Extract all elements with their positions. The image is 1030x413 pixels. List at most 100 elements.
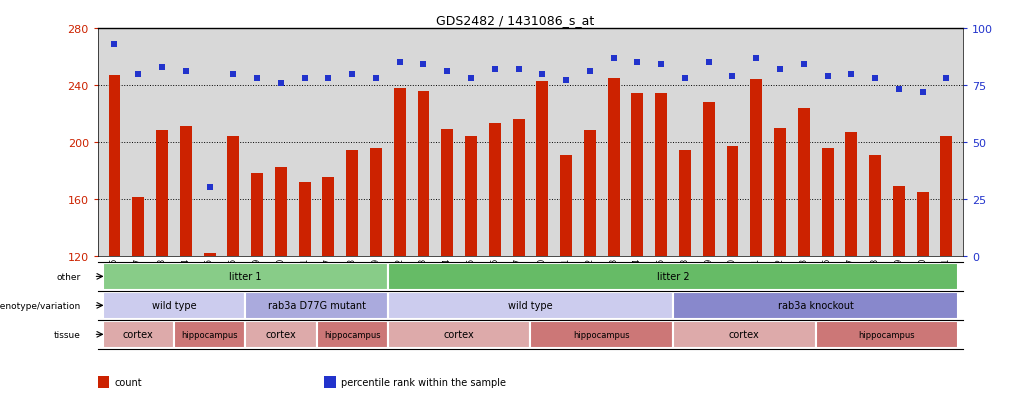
Bar (631, 94, 644, 256)
Point (771, 66, 788, 73)
Bar (513, 120, 524, 256)
Bar (103, 263, 388, 290)
Bar (103, 321, 174, 348)
Point (106, 41, 123, 48)
Point (535, 71, 551, 78)
Bar (560, 155, 572, 256)
Text: hippocampus: hippocampus (323, 330, 380, 339)
Point (891, 87, 907, 93)
Text: cortex: cortex (266, 330, 297, 339)
Text: cortex: cortex (729, 330, 760, 339)
Text: wild type: wild type (508, 301, 553, 311)
Bar (417, 91, 430, 256)
Point (606, 55, 622, 62)
Text: tissue: tissue (54, 330, 80, 339)
Bar (584, 131, 595, 256)
Point (510, 66, 526, 73)
Bar (251, 174, 263, 256)
Bar (108, 76, 121, 256)
Point (153, 64, 170, 71)
Point (177, 69, 194, 75)
Bar (299, 182, 311, 256)
Bar (822, 148, 833, 256)
Bar (869, 155, 881, 256)
Point (201, 185, 217, 191)
Bar (673, 321, 816, 348)
Bar (816, 321, 958, 348)
Text: rab3a knockout: rab3a knockout (778, 301, 854, 311)
Bar (702, 103, 715, 256)
Bar (798, 108, 810, 256)
Point (130, 71, 146, 78)
Bar (750, 80, 762, 256)
Bar (388, 292, 673, 319)
Point (629, 59, 646, 66)
Point (558, 78, 575, 84)
Bar (388, 321, 530, 348)
Text: GDS2482 / 1431086_s_at: GDS2482 / 1431086_s_at (436, 14, 594, 27)
Text: cortex: cortex (444, 330, 475, 339)
Point (320, 76, 337, 82)
Bar (316, 321, 388, 348)
Bar (537, 81, 548, 256)
Point (844, 71, 860, 78)
Bar (204, 253, 215, 256)
Bar (530, 321, 673, 348)
Bar (917, 192, 929, 256)
Text: count: count (114, 377, 142, 387)
Bar (174, 321, 245, 348)
Bar (245, 292, 388, 319)
Point (748, 55, 764, 62)
Point (819, 73, 835, 80)
Point (462, 76, 479, 82)
Bar (157, 131, 168, 256)
Text: cortex: cortex (123, 330, 153, 339)
Point (915, 89, 931, 96)
Point (344, 71, 360, 78)
Bar (322, 178, 335, 256)
Point (677, 76, 693, 82)
Text: wild type: wild type (151, 301, 197, 311)
Point (249, 76, 266, 82)
Bar (466, 137, 477, 256)
Point (391, 59, 408, 66)
Bar (775, 128, 786, 256)
Point (724, 73, 741, 80)
Bar (441, 130, 453, 256)
Point (795, 62, 812, 69)
Bar (393, 88, 406, 256)
Point (867, 76, 884, 82)
Bar (370, 148, 382, 256)
Bar (346, 151, 358, 256)
Text: hippocampus: hippocampus (181, 330, 238, 339)
Bar (388, 263, 958, 290)
Point (938, 76, 955, 82)
Point (582, 69, 598, 75)
Point (273, 80, 289, 87)
Bar (228, 137, 239, 256)
Point (297, 76, 313, 82)
Bar (940, 137, 953, 256)
Text: genotype/variation: genotype/variation (0, 301, 80, 310)
Bar (245, 321, 316, 348)
Point (700, 59, 717, 66)
Bar (132, 198, 144, 256)
Text: litter 1: litter 1 (229, 272, 262, 282)
Bar (275, 168, 286, 256)
Point (439, 69, 455, 75)
Bar (726, 147, 739, 256)
Bar (489, 124, 501, 256)
Text: percentile rank within the sample: percentile rank within the sample (341, 377, 506, 387)
Bar (679, 151, 691, 256)
Text: other: other (57, 272, 80, 281)
Bar (103, 292, 245, 319)
Bar (846, 133, 857, 256)
Bar (608, 78, 620, 256)
Bar (180, 127, 192, 256)
Text: hippocampus: hippocampus (574, 330, 630, 339)
Bar (655, 94, 667, 256)
Bar (673, 292, 958, 319)
Point (653, 62, 670, 69)
Text: rab3a D77G mutant: rab3a D77G mutant (268, 301, 366, 311)
Point (415, 62, 432, 69)
